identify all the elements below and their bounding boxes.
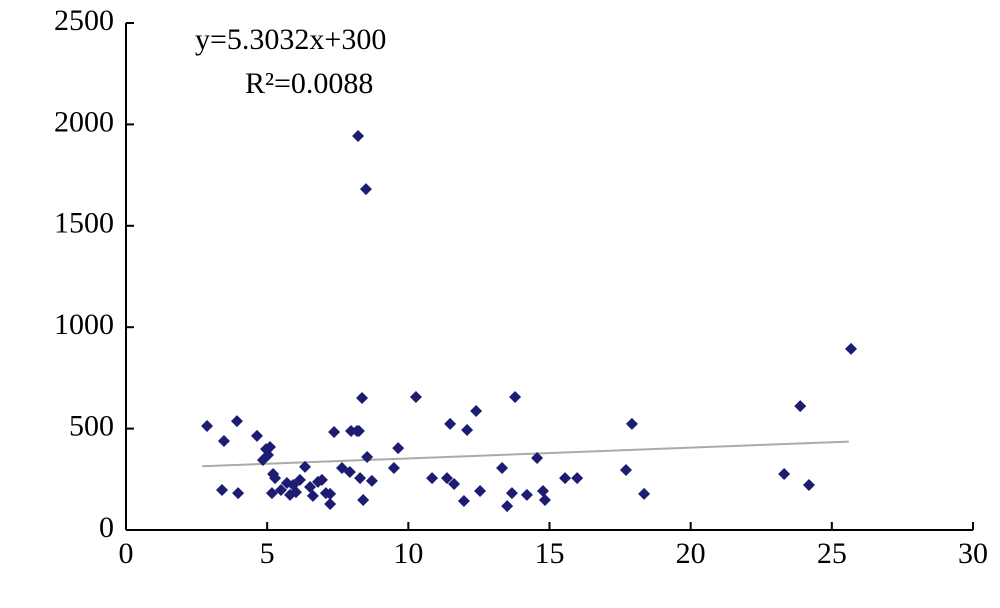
x-tick-label: 5 [260, 537, 275, 570]
x-tick-label: 10 [393, 537, 423, 570]
point [304, 481, 317, 494]
point [520, 488, 533, 501]
point [293, 473, 306, 486]
point [559, 472, 572, 485]
point [269, 472, 282, 485]
trendline [202, 440, 849, 468]
point [409, 390, 422, 403]
point [509, 390, 522, 403]
y-tick-label: 500 [69, 409, 114, 442]
point [470, 404, 483, 417]
x-tick-label: 20 [676, 537, 706, 570]
point [352, 425, 365, 438]
point [306, 489, 319, 502]
y-tick-label: 2500 [54, 4, 114, 37]
point [328, 426, 341, 439]
y-tick-label: 2000 [54, 105, 114, 138]
point [802, 478, 815, 491]
point [537, 485, 550, 498]
equation: y=5.3032x+300 [195, 23, 386, 56]
point [359, 183, 372, 196]
point [357, 493, 370, 506]
point [638, 487, 651, 500]
point [324, 487, 337, 500]
point [461, 424, 474, 437]
x-tick-label: 25 [817, 537, 847, 570]
point [352, 129, 365, 142]
point [457, 494, 470, 507]
point [625, 417, 638, 430]
point [361, 450, 374, 463]
point [289, 486, 302, 499]
point [426, 472, 439, 485]
point [324, 498, 337, 511]
point [571, 472, 584, 485]
point [501, 500, 514, 513]
y-tick-label: 0 [99, 511, 114, 544]
point [387, 461, 400, 474]
point [343, 465, 356, 478]
point [230, 415, 243, 428]
r-squared: R²=0.0088 [245, 67, 373, 100]
point [778, 468, 791, 481]
point [315, 473, 328, 486]
point [505, 487, 518, 500]
point [356, 391, 369, 404]
point [275, 484, 288, 497]
point [392, 442, 405, 455]
x-tick-label: 15 [535, 537, 565, 570]
x-tick-label: 0 [119, 537, 134, 570]
point [215, 484, 228, 497]
point [365, 474, 378, 487]
point [298, 460, 311, 473]
point [538, 493, 551, 506]
x-tick-label: 30 [958, 537, 988, 570]
point [232, 487, 245, 500]
point [496, 461, 509, 474]
y-tick-label: 1500 [54, 207, 114, 240]
point [441, 472, 454, 485]
point [474, 485, 487, 498]
point [794, 400, 807, 413]
point [448, 477, 461, 490]
point [251, 429, 264, 442]
point [263, 441, 276, 454]
point [217, 434, 230, 447]
point [201, 419, 214, 432]
point [444, 417, 457, 430]
point [531, 452, 544, 465]
point [265, 487, 278, 500]
point [620, 463, 633, 476]
point [354, 472, 367, 485]
point [845, 342, 858, 355]
y-tick-label: 1000 [54, 308, 114, 341]
